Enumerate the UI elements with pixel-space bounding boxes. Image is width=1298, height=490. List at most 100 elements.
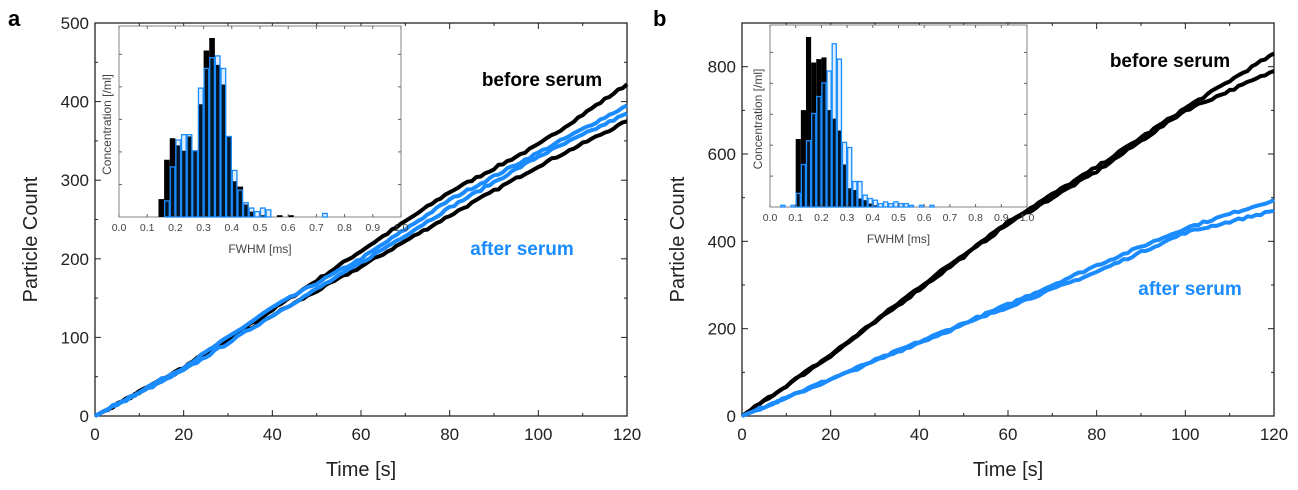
histogram-bar-after (841, 141, 848, 208)
y-tick-label: 100 (61, 328, 89, 347)
histogram-bar-after (203, 67, 210, 218)
annotation-before-serum: before serum (482, 70, 602, 91)
histogram-bar-after (254, 210, 261, 218)
histogram-bar-before (862, 200, 868, 207)
histogram-bar-before (214, 64, 221, 217)
histogram-bar-after (872, 199, 879, 208)
x-tick-label: 0 (737, 425, 746, 444)
panel-a: a 0 20 40 60 80 100 120 0 100 200 300 400 500 Time [s]… (8, 6, 641, 481)
histogram-bar-before (237, 186, 244, 217)
inset-x-tick-label: 0.4 (865, 212, 880, 224)
histogram-bar-after (821, 82, 827, 208)
histogram-bar-after (186, 134, 193, 218)
inset-x-tick-label: 0.2 (814, 212, 829, 224)
y-tick-label: 500 (61, 14, 89, 33)
histogram-bar-after (197, 87, 204, 218)
y-tick-label: 0 (80, 407, 89, 426)
y-tick-label: 0 (727, 407, 736, 426)
inset-x-tick-label: 0.7 (309, 222, 324, 234)
histogram-bar-after (918, 204, 925, 208)
inset-x-tick-label: 0.8 (337, 222, 352, 234)
histogram-bar-after (877, 202, 884, 208)
histogram-bar-before (288, 215, 294, 217)
inset-y-axis-label: Concentration [/ml] (751, 69, 765, 170)
inset-x-tick-label: 0.6 (917, 212, 932, 224)
histogram-bar-before (811, 62, 817, 207)
histogram-bar-before (800, 110, 806, 207)
histogram-bar-after (857, 180, 863, 208)
histogram-bar-after (800, 163, 807, 208)
histogram-bar-after (893, 201, 899, 208)
annotation-after-serum: after serum (470, 239, 574, 260)
x-axis-label: Time [s] (973, 459, 1043, 481)
histogram-bar-after (242, 202, 249, 218)
inset-x-tick-label: 0.0 (112, 222, 127, 234)
histogram-bar-before (220, 84, 227, 217)
inset-x-tick-label: 0.0 (763, 212, 778, 224)
histogram-bar-before (847, 188, 853, 207)
inset-histogram: 0.0 0.1 0.2 0.3 0.4 0.5 0.6 0.7 0.8 0.9 1.0 FWHM [m… (100, 25, 409, 256)
inset-x-tick-label: 0.8 (968, 212, 983, 224)
y-axis-label: Particle Count (20, 176, 42, 302)
x-axis-label: Time [s] (326, 459, 396, 481)
histogram-bar-after (169, 166, 176, 218)
inset-x-tick-label: 0.4 (224, 222, 239, 234)
panel-label: b (653, 6, 666, 31)
y-tick-label: 800 (708, 58, 736, 77)
histogram-bar-before (836, 130, 842, 207)
histogram-bar-before (795, 139, 801, 207)
x-tick-label: 20 (174, 425, 193, 444)
histogram-bar-after (248, 207, 255, 218)
histogram-bar-after (795, 192, 801, 208)
histogram-bar-after (908, 204, 915, 208)
histogram-bar-before (197, 104, 204, 217)
panel-b: b 0 20 40 60 80 100 120 0 200 400 600 800 Time [s] Par… (653, 6, 1288, 481)
histogram-bar-after (220, 67, 227, 218)
histogram-bar-before (192, 150, 198, 217)
panel-label: a (8, 6, 21, 31)
histogram-bar-before (867, 203, 873, 207)
histogram-bar-after (816, 95, 822, 208)
histogram-bar-before (186, 136, 193, 217)
y-axis-label: Particle Count (667, 176, 689, 302)
histogram-bar-after (790, 204, 796, 208)
histogram-bar-after (180, 134, 187, 218)
histogram-bar-after (831, 43, 837, 208)
inset-x-tick-label: 0.9 (365, 222, 380, 234)
series-after-serum-3 (741, 208, 1275, 418)
inset-x-tick-label: 0.1 (140, 222, 155, 234)
histogram-bar-after (214, 55, 221, 218)
y-tick-label: 200 (61, 250, 89, 269)
inset-x-tick-label: 1.0 (394, 222, 409, 234)
x-tick-label: 80 (1087, 425, 1106, 444)
histogram-bar-after (163, 200, 170, 218)
inset-x-axis-label: FWHM [ms] (867, 232, 930, 246)
histogram-bar-after (226, 135, 232, 218)
inset-x-tick-label: 0.9 (994, 212, 1009, 224)
histogram-bar-before (841, 164, 848, 207)
inset-x-tick-label: 0.7 (943, 212, 958, 224)
x-tick-label: 40 (263, 425, 282, 444)
histogram-bar-after (209, 57, 216, 218)
histogram-bar-before (248, 211, 255, 217)
x-tick-label: 40 (910, 425, 929, 444)
y-tick-label: 300 (61, 171, 89, 190)
x-tick-label: 120 (613, 425, 641, 444)
series-before-serum-1 (740, 69, 1275, 418)
histogram-bar-before (826, 110, 832, 207)
x-tick-label: 100 (524, 425, 552, 444)
inset-x-tick-label: 0.5 (253, 222, 268, 234)
x-tick-label: 80 (440, 425, 459, 444)
histogram-bar-before (181, 150, 187, 217)
histogram-bar-before (243, 204, 249, 217)
histogram-bar-before (169, 138, 176, 217)
histogram-bar-after (826, 70, 832, 208)
histogram-bar-before (158, 199, 165, 217)
histogram-bar-after (898, 202, 904, 208)
x-tick-label: 60 (999, 425, 1018, 444)
histogram-bar-after (265, 209, 272, 218)
histogram-bar-before (226, 136, 232, 217)
histogram-bar-before (831, 118, 837, 207)
x-tick-label: 0 (90, 425, 99, 444)
